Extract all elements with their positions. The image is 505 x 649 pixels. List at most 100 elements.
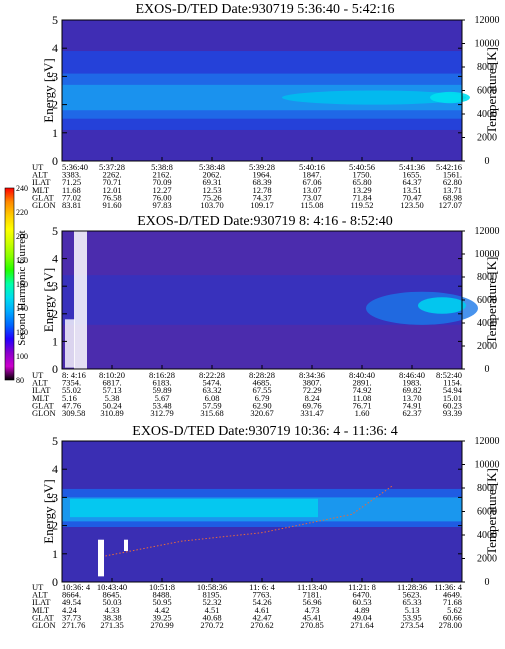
time-tick-label: 11:13:40 — [297, 582, 327, 592]
orbit-value: 76.00 — [152, 192, 171, 202]
orbit-value: 60.23 — [443, 400, 462, 410]
orbit-value: 49.54 — [62, 597, 82, 607]
orbit-value: 64.37 — [402, 177, 421, 187]
orbit-value: 97.83 — [152, 200, 171, 210]
temperature-tick-label: 4000 — [477, 530, 497, 541]
orbit-value: 127.07 — [439, 200, 462, 210]
orbit-value: 54.94 — [443, 385, 463, 395]
time-tick-label: 8:10:20 — [99, 370, 125, 380]
spectrogram-field — [62, 20, 470, 161]
orbit-value: 75.26 — [202, 192, 221, 202]
orbit-value: 2262. — [102, 170, 121, 180]
orbit-value: 74.92 — [352, 385, 371, 395]
colorbar-tick-label: 120 — [16, 328, 28, 337]
orbit-value: 1964. — [252, 170, 271, 180]
orbit-value: 55.02 — [62, 385, 81, 395]
panel-2-title: EXOS-D/TED Date:930719 8: 4:16 - 8:52:40 — [137, 214, 392, 229]
orbit-value: 77.02 — [62, 192, 81, 202]
orbit-value: 57.13 — [102, 385, 121, 395]
orbit-value: 320.67 — [250, 408, 273, 418]
orbit-value: 5.67 — [155, 393, 170, 403]
panel-3: EXOS-D/TED Date:930719 10:36: 4 - 11:36:… — [32, 424, 500, 630]
time-tick-label: 11:21: 8 — [348, 582, 376, 592]
temperature-tick-label: 6000 — [477, 295, 497, 306]
temperature-tick-label: 10000 — [475, 249, 500, 260]
orbit-value: 62.80 — [443, 177, 462, 187]
data-gap — [98, 539, 104, 577]
time-tick-label: 5:42:16 — [436, 162, 462, 172]
time-tick-label: 8:52:40 — [436, 370, 462, 380]
time-tick-label: 10:36: 4 — [62, 582, 91, 592]
orbit-value: 103.70 — [200, 200, 223, 210]
orbit-row-label: ILAT — [32, 597, 51, 607]
orbit-value: 70.09 — [152, 177, 171, 187]
orbit-value: 6.08 — [205, 393, 220, 403]
orbit-value: 63.32 — [202, 385, 221, 395]
orbit-value: 73.07 — [302, 192, 321, 202]
orbit-value: 37.73 — [62, 612, 81, 622]
orbit-value: 69.76 — [302, 400, 321, 410]
colorbar-tick-label: 160 — [16, 280, 28, 289]
orbit-row-label: UT — [32, 582, 44, 592]
orbit-value: 60.66 — [443, 612, 462, 622]
orbit-row-label: GLAT — [32, 192, 55, 202]
orbit-value: 65.80 — [352, 177, 371, 187]
orbit-value: 40.68 — [202, 612, 221, 622]
orbit-value: 49.04 — [352, 612, 372, 622]
colorbar-tick-label: 140 — [16, 304, 28, 313]
orbit-value: 2062. — [202, 170, 221, 180]
orbit-value: 5.38 — [105, 393, 120, 403]
orbit-value: 60.53 — [352, 597, 371, 607]
orbit-row-label: UT — [32, 162, 44, 172]
orbit-value: 70.71 — [102, 177, 121, 187]
orbit-row-label: UT — [32, 370, 44, 380]
orbit-value: 5623. — [402, 590, 421, 600]
temperature-tick-label: 4000 — [477, 318, 497, 329]
energy-tick-label: 1 — [52, 547, 58, 561]
energy-tick-label: 5 — [52, 224, 58, 238]
temperature-tick-label: 8000 — [477, 483, 497, 494]
orbit-value: 278.00 — [439, 620, 462, 630]
orbit-value: 12.53 — [202, 185, 221, 195]
orbit-value: 1655. — [402, 170, 421, 180]
panel-1-title: EXOS-D/TED Date:930719 5:36:40 - 5:42:16 — [136, 2, 395, 17]
orbit-row-label: ALT — [32, 590, 49, 600]
orbit-value: 1750. — [352, 170, 371, 180]
orbit-value: 4.89 — [355, 605, 370, 615]
colorbar-tick-label: 220 — [16, 208, 28, 217]
intensity-peak — [430, 91, 470, 104]
orbit-value: 53.48 — [152, 400, 171, 410]
orbit-value: 7181. — [302, 590, 321, 600]
orbit-value: 76.71 — [352, 400, 371, 410]
orbit-value: 68.39 — [252, 177, 271, 187]
orbit-value: 1847. — [302, 170, 321, 180]
orbit-value: 50.24 — [102, 400, 122, 410]
orbit-value: 1.60 — [355, 408, 370, 418]
orbit-row-label: GLAT — [32, 612, 55, 622]
orbit-value: 331.47 — [300, 408, 323, 418]
orbit-value: 15.01 — [443, 393, 462, 403]
colorbar-scale — [4, 187, 15, 381]
orbit-value: 8488. — [152, 590, 171, 600]
data-gap — [65, 319, 75, 368]
orbit-value: 12.01 — [102, 185, 121, 195]
orbit-value: 7354. — [62, 378, 81, 388]
energy-tick-label: 5 — [52, 13, 58, 27]
orbit-value: 4.61 — [255, 605, 270, 615]
orbit-value: 39.25 — [152, 612, 171, 622]
time-tick-label: 8:34:36 — [299, 370, 325, 380]
colorbar-label: Second Harmonic Current — [16, 230, 28, 345]
orbit-value: 312.79 — [150, 408, 173, 418]
orbit-value: 271.76 — [62, 620, 85, 630]
orbit-value: 71.84 — [352, 192, 372, 202]
temperature-tick-label: 0 — [485, 156, 490, 167]
temperature-tick-label: 8000 — [477, 62, 497, 73]
colorbar-ticks: 80 100 120 140 160 180 200 220 240 — [16, 184, 28, 385]
orbit-value: 74.37 — [252, 192, 271, 202]
orbit-value: 71.68 — [443, 597, 462, 607]
orbit-value: 4.24 — [62, 605, 78, 615]
colorbar-tick-label: 200 — [16, 232, 28, 241]
energy-tick-label: 4 — [52, 462, 58, 476]
orbit-value: 91.60 — [102, 200, 121, 210]
time-tick-label: 8:22:28 — [199, 370, 225, 380]
